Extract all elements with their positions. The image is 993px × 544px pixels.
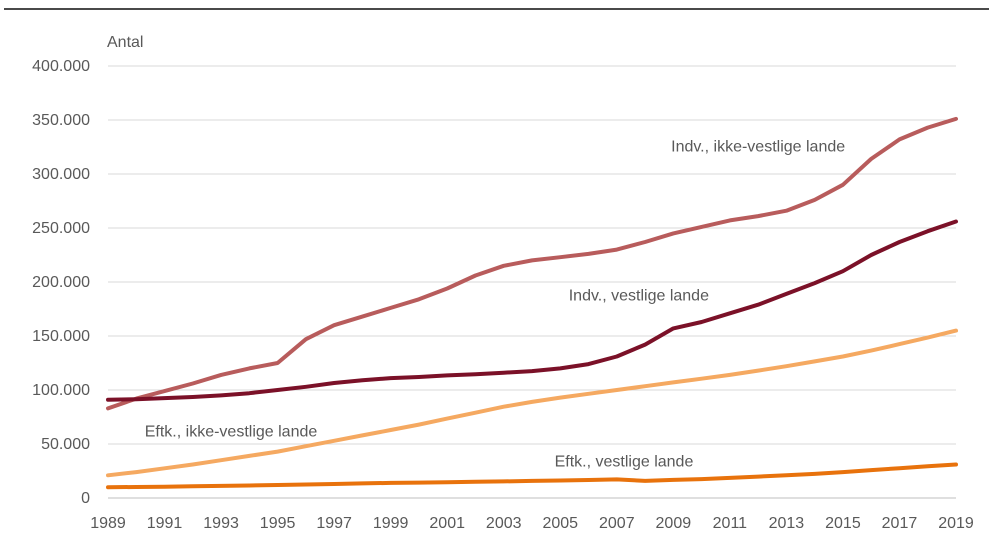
x-tick-label: 2017: [882, 515, 918, 532]
gridlines: [108, 65, 956, 499]
x-tick-label: 2019: [938, 515, 974, 532]
x-tick-label: 1995: [260, 515, 296, 532]
x-tick-label: 1989: [90, 515, 126, 532]
x-tick-label: 1991: [147, 515, 183, 532]
x-tick-label: 1997: [316, 515, 352, 532]
x-tick-label: 2011: [713, 515, 748, 532]
y-tick-label: 400.000: [32, 58, 90, 75]
y-tick-label: 150.000: [32, 328, 90, 345]
series-labels: Indv., ikke-vestlige lande Indv., vestlig…: [145, 138, 845, 470]
series-label-3: Eftk., ikke-vestlige lande: [145, 423, 318, 440]
series-line-1: [106, 116, 958, 411]
y-axis-label: Antal: [107, 34, 143, 51]
y-tick-label: 250.000: [32, 220, 90, 237]
x-tick-label: 2013: [769, 515, 805, 532]
y-tick-label: 300.000: [32, 166, 90, 183]
x-axis-tick-labels: 1989 1991 1993 1995 1997 1999 2001 2003 2005 2007…: [90, 515, 974, 532]
series-line-4: [106, 462, 958, 490]
y-tick-label: 350.000: [32, 112, 90, 129]
top-divider: [4, 8, 989, 10]
series-lines: [106, 116, 958, 490]
x-tick-label: 1993: [203, 515, 239, 532]
y-tick-label: 0: [81, 490, 90, 507]
x-tick-label: 2003: [486, 515, 522, 532]
series-line-3: [106, 328, 958, 478]
series-label-4: Eftk., vestlige lande: [555, 454, 694, 471]
x-tick-label: 2009: [656, 515, 692, 532]
y-tick-label: 50.000: [41, 436, 90, 453]
x-tick-label: 2001: [429, 515, 465, 532]
x-tick-label: 2005: [542, 515, 578, 532]
y-axis-tick-labels: 0 50.000 100.000 150.000 200.000 250.000 300.0…: [32, 58, 90, 507]
y-tick-label: 200.000: [32, 274, 90, 291]
x-tick-label: 1999: [373, 515, 409, 532]
series-label-2: Indv., vestlige lande: [569, 287, 709, 304]
x-tick-label: 2015: [825, 515, 861, 532]
series-line-2: [106, 219, 958, 402]
series-label-1: Indv., ikke-vestlige lande: [671, 138, 845, 155]
x-tick-label: 2007: [599, 515, 635, 532]
y-tick-label: 100.000: [32, 382, 90, 399]
